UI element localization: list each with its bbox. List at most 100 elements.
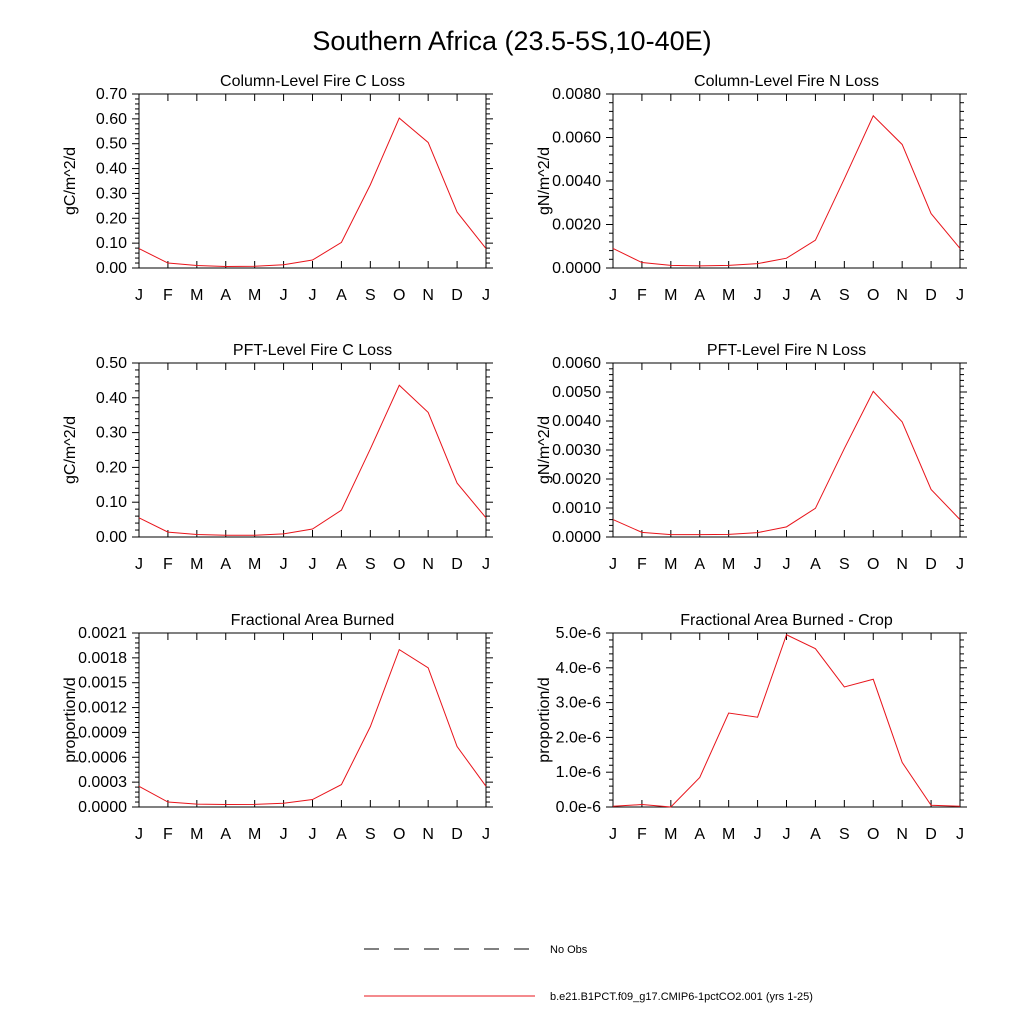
x-tick-label: S xyxy=(839,556,850,573)
x-tick-label: J xyxy=(754,287,762,304)
x-tick-label: J xyxy=(280,826,288,843)
y-tick-label: 2.0e-6 xyxy=(556,729,601,746)
y-axis-label: gN/m^2/d xyxy=(536,147,553,215)
y-axis-label: proportion/d xyxy=(62,677,79,762)
x-tick-label: J xyxy=(754,826,762,843)
y-tick-label: 0.0003 xyxy=(78,774,127,791)
x-tick-label: J xyxy=(309,826,317,843)
x-tick-label: J xyxy=(309,287,317,304)
legend-model-label: b.e21.B1PCT.f09_g17.CMIP6-1pctCO2.001 (y… xyxy=(550,991,813,1003)
y-tick-label: 5.0e-6 xyxy=(556,625,601,642)
x-tick-label: A xyxy=(220,556,231,573)
y-axis-label: proportion/d xyxy=(536,677,553,762)
y-tick-label: 0.0010 xyxy=(552,500,601,517)
x-tick-label: J xyxy=(309,556,317,573)
plot-frame xyxy=(138,93,487,269)
y-tick-label: 0.0015 xyxy=(78,675,127,692)
x-tick-label: M xyxy=(190,556,203,573)
x-tick-label: J xyxy=(783,287,791,304)
x-tick-label: O xyxy=(867,826,879,843)
plot-frame xyxy=(138,632,487,808)
x-tick-label: F xyxy=(163,556,173,573)
x-tick-label: J xyxy=(609,556,617,573)
x-tick-label: D xyxy=(925,826,937,843)
y-tick-label: 0.0040 xyxy=(552,413,601,430)
x-tick-label: A xyxy=(810,826,821,843)
y-tick-label: 0.40 xyxy=(96,390,127,407)
series-line-1 xyxy=(138,648,487,806)
y-tick-label: 0.0080 xyxy=(552,86,601,103)
x-tick-label: J xyxy=(135,287,143,304)
x-tick-label: A xyxy=(810,556,821,573)
x-tick-label: F xyxy=(163,826,173,843)
y-tick-label: 0.0009 xyxy=(78,724,127,741)
x-tick-label: D xyxy=(451,287,463,304)
x-tick-label: J xyxy=(609,287,617,304)
y-tick-label: 0.0030 xyxy=(552,442,601,459)
y-tick-label: 0.70 xyxy=(96,86,127,103)
x-tick-label: D xyxy=(451,556,463,573)
x-tick-label: J xyxy=(783,826,791,843)
x-tick-label: M xyxy=(664,287,677,304)
y-axis-label: gC/m^2/d xyxy=(62,147,79,215)
y-tick-label: 0.0050 xyxy=(552,384,601,401)
x-tick-label: M xyxy=(248,287,261,304)
y-tick-label: 0.50 xyxy=(96,355,127,372)
x-tick-label: M xyxy=(248,556,261,573)
x-tick-label: J xyxy=(482,556,490,573)
x-tick-label: A xyxy=(336,287,347,304)
legend-obs-label: No Obs xyxy=(550,944,588,956)
series-line-1 xyxy=(612,634,961,808)
y-tick-label: 0.0040 xyxy=(552,173,601,190)
series-line-1 xyxy=(138,384,487,536)
x-tick-label: M xyxy=(722,287,735,304)
x-tick-label: J xyxy=(783,556,791,573)
x-tick-label: F xyxy=(637,556,647,573)
x-tick-label: O xyxy=(867,287,879,304)
y-tick-label: 0.0018 xyxy=(78,650,127,667)
x-tick-label: N xyxy=(422,287,434,304)
x-tick-label: J xyxy=(280,556,288,573)
figure-title: Southern Africa (23.5-5S,10-40E) xyxy=(312,26,711,56)
x-tick-label: D xyxy=(925,287,937,304)
y-tick-label: 0.0020 xyxy=(552,217,601,234)
x-tick-label: N xyxy=(422,556,434,573)
x-tick-label: J xyxy=(956,556,964,573)
y-tick-label: 0.0012 xyxy=(78,700,127,717)
plot-frame xyxy=(612,93,961,269)
y-tick-label: 0.40 xyxy=(96,161,127,178)
x-tick-label: M xyxy=(722,556,735,573)
y-tick-label: 0.30 xyxy=(96,185,127,202)
x-tick-label: J xyxy=(956,826,964,843)
y-axis-label: gN/m^2/d xyxy=(536,416,553,484)
y-tick-label: 4.0e-6 xyxy=(556,660,601,677)
x-tick-label: F xyxy=(163,287,173,304)
x-tick-label: S xyxy=(839,826,850,843)
x-tick-label: M xyxy=(190,287,203,304)
y-tick-label: 0.00 xyxy=(96,529,127,546)
x-tick-label: N xyxy=(896,556,908,573)
y-tick-label: 0.20 xyxy=(96,210,127,227)
y-tick-label: 0.0000 xyxy=(78,799,127,816)
y-tick-label: 0.0e-6 xyxy=(556,799,601,816)
x-tick-label: N xyxy=(422,826,434,843)
x-tick-label: J xyxy=(135,556,143,573)
panel-title: Fractional Area Burned - Crop xyxy=(680,612,893,629)
x-tick-label: O xyxy=(393,287,405,304)
x-tick-label: D xyxy=(451,826,463,843)
plot-frame xyxy=(138,362,487,538)
panel-title: PFT-Level Fire N Loss xyxy=(707,342,866,359)
y-tick-label: 0.0000 xyxy=(552,529,601,546)
x-tick-label: M xyxy=(664,826,677,843)
x-tick-label: F xyxy=(637,826,647,843)
panel-title: PFT-Level Fire C Loss xyxy=(233,342,392,359)
x-tick-label: A xyxy=(694,287,705,304)
y-tick-label: 0.0060 xyxy=(552,130,601,147)
plot-frame xyxy=(612,632,961,808)
x-tick-label: O xyxy=(393,556,405,573)
y-tick-label: 0.0020 xyxy=(552,471,601,488)
y-tick-label: 0.20 xyxy=(96,459,127,476)
